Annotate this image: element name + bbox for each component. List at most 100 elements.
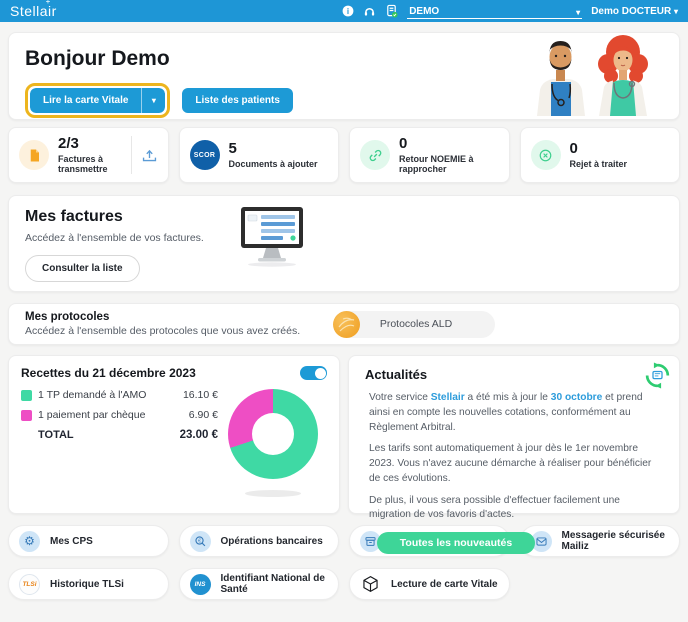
shortcut-label: Historique TLSi xyxy=(50,579,124,590)
total-amount: 23.00 € xyxy=(168,429,218,441)
stat-value: 0 xyxy=(570,141,628,156)
send-tray-icon xyxy=(141,147,158,164)
link-icon xyxy=(360,140,390,170)
total-label: TOTAL xyxy=(38,429,168,441)
news-paragraph-3: De plus, il vous sera possible d'effectu… xyxy=(365,494,663,524)
news-title: Actualités xyxy=(365,367,427,382)
legend-amount: 6.90 € xyxy=(168,409,218,421)
structure-select-value: DEMO xyxy=(409,6,439,17)
highlight-annotation: Lire la carte Vitale ▾ xyxy=(25,83,170,118)
stellair-link[interactable]: Stellair xyxy=(431,392,465,403)
toggle-knob xyxy=(315,368,326,379)
user-menu-label: Demo DOCTEUR xyxy=(591,6,671,17)
stat-label: Factures à transmettre xyxy=(58,154,122,174)
shortcut-label: Lecture de carte Vitale xyxy=(391,579,498,590)
stat-card-documents[interactable]: SCOR 5 Documents à ajouter xyxy=(179,127,340,183)
gear-icon: ⚙ xyxy=(19,531,40,552)
top-bar: Stellair i DEMO ▾ Demo DOCTEUR ▾ xyxy=(0,0,688,22)
receipts-title: Recettes du 21 décembre 2023 xyxy=(21,366,196,380)
card-reader-icon[interactable] xyxy=(385,5,398,18)
invoices-description: Accédez à l'ensemble de vos factures. xyxy=(25,232,663,244)
legend-label: 1 paiement par chèque xyxy=(38,409,162,421)
legend-swatch-cheque xyxy=(21,410,32,421)
news-text: a été mis à jour le xyxy=(465,392,551,403)
stat-value: 5 xyxy=(229,141,318,156)
read-vitale-card-dropdown[interactable]: ▾ xyxy=(141,88,165,113)
shortcut-label: Identifiant National de Santé xyxy=(221,573,329,595)
shortcut-historique-tlsi[interactable]: TLSi Historique TLSi xyxy=(8,568,169,600)
svg-text:i: i xyxy=(347,7,349,16)
invoices-title: Mes factures xyxy=(25,208,663,226)
legend-row: 1 TP demandé à l'AMO 16.10 € xyxy=(21,389,218,401)
stat-value: 0 xyxy=(399,136,499,151)
stat-card-invoices[interactable]: 2/3 Factures à transmettre xyxy=(8,127,169,183)
receipts-card: Recettes du 21 décembre 2023 1 TP demand… xyxy=(8,355,340,514)
scor-badge: SCOR xyxy=(190,140,220,170)
document-icon xyxy=(19,140,49,170)
stat-card-noemie[interactable]: 0 Retour NOEMIE à rapprocher xyxy=(349,127,510,183)
hero-card: Bonjour Demo Lire la carte Vitale ▾ List… xyxy=(8,32,680,120)
protocols-title: Mes protocoles xyxy=(25,311,300,323)
all-news-button[interactable]: Toutes les nouveautés xyxy=(377,532,535,554)
svg-text:€: € xyxy=(198,538,201,544)
shortcut-lecture-carte-vitale[interactable]: Lecture de carte Vitale xyxy=(349,568,510,600)
protocols-card: Mes protocoles Accédez à l'ensemble des … xyxy=(8,303,680,345)
cube-icon xyxy=(360,574,381,595)
stat-card-rejections[interactable]: 0 Rejet à traiter xyxy=(520,127,681,183)
legend-swatch-amo xyxy=(21,390,32,401)
donut-hole xyxy=(252,413,294,455)
stat-label: Retour NOEMIE à rapprocher xyxy=(399,154,499,174)
reject-cross-icon xyxy=(531,140,561,170)
donut-shadow xyxy=(245,490,301,497)
shortcut-label: Mes CPS xyxy=(50,536,93,547)
protocols-description: Accédez à l'ensemble des protocoles que … xyxy=(25,325,300,337)
shortcut-messagerie-mailiz[interactable]: Messagerie sécurisée Mailiz xyxy=(520,525,681,557)
legend-label: 1 TP demandé à l'AMO xyxy=(38,389,162,401)
chevron-down-icon: ▾ xyxy=(674,7,678,16)
sync-refresh-icon[interactable] xyxy=(644,362,671,394)
stat-label: Rejet à traiter xyxy=(570,159,628,169)
legend-row: 1 paiement par chèque 6.90 € xyxy=(21,409,218,421)
headset-icon[interactable] xyxy=(363,5,376,18)
search-euro-icon: € xyxy=(190,531,211,552)
shortcut-identifiant-national-sante[interactable]: INS Identifiant National de Santé xyxy=(179,568,340,600)
legend-amount: 16.10 € xyxy=(168,389,218,401)
news-paragraph-1: Votre service Stellair a été mis à jour … xyxy=(365,391,663,435)
date-link[interactable]: 30 octobre xyxy=(551,392,603,403)
stats-row: 2/3 Factures à transmettre SCOR 5 Docume… xyxy=(8,127,680,183)
shortcuts-row-2: TLSi Historique TLSi INS Identifiant Nat… xyxy=(8,568,680,600)
protocols-ald-label: Protocoles ALD xyxy=(380,318,452,330)
user-menu[interactable]: Demo DOCTEUR ▾ xyxy=(591,6,678,17)
receipts-toggle[interactable] xyxy=(300,366,327,380)
news-paragraph-2: Les tarifs sont automatiquement à jour d… xyxy=(365,442,663,486)
info-icon[interactable]: i xyxy=(341,5,354,18)
read-vitale-card-button[interactable]: Lire la carte Vitale xyxy=(30,88,141,113)
shortcut-label: Messagerie sécurisée Mailiz xyxy=(562,530,670,552)
chevron-down-icon: ▾ xyxy=(576,8,580,17)
receipts-legend: 1 TP demandé à l'AMO 16.10 € 1 paiement … xyxy=(21,389,218,497)
brand-logo: Stellair xyxy=(10,3,57,19)
ins-logo: INS xyxy=(190,574,211,595)
monitor-illustration xyxy=(237,205,313,272)
shortcut-label: Opérations bancaires xyxy=(221,536,323,547)
total-row: TOTAL 23.00 € xyxy=(21,429,218,441)
stat-value: 2/3 xyxy=(58,136,122,151)
structure-select[interactable]: DEMO ▾ xyxy=(407,4,582,19)
shortcut-operations-bancaires[interactable]: € Opérations bancaires xyxy=(179,525,340,557)
receipts-donut-chart xyxy=(228,389,318,479)
invoices-card: Mes factures Accédez à l'ensemble de vos… xyxy=(8,195,680,292)
doctors-illustration xyxy=(525,32,663,120)
patient-list-button[interactable]: Liste des patients xyxy=(182,88,292,113)
news-text: Votre service xyxy=(369,392,431,403)
dashboard: Bonjour Demo Lire la carte Vitale ▾ List… xyxy=(0,22,688,600)
stat-label: Documents à ajouter xyxy=(229,159,318,169)
ald-swirl-icon xyxy=(333,311,360,338)
protocols-ald-button[interactable]: Protocoles ALD xyxy=(337,311,495,338)
transmit-invoices-button[interactable] xyxy=(131,136,158,174)
view-invoice-list-button[interactable]: Consulter la liste xyxy=(25,255,140,282)
shortcuts-row-1: ⚙ Mes CPS € Opérations bancaires Mes lot… xyxy=(8,525,680,557)
chevron-down-icon: ▾ xyxy=(152,96,156,105)
news-card: Actualités Votre service Stellair a été … xyxy=(348,355,680,514)
tlsi-logo: TLSi xyxy=(19,574,40,595)
shortcut-mes-cps[interactable]: ⚙ Mes CPS xyxy=(8,525,169,557)
